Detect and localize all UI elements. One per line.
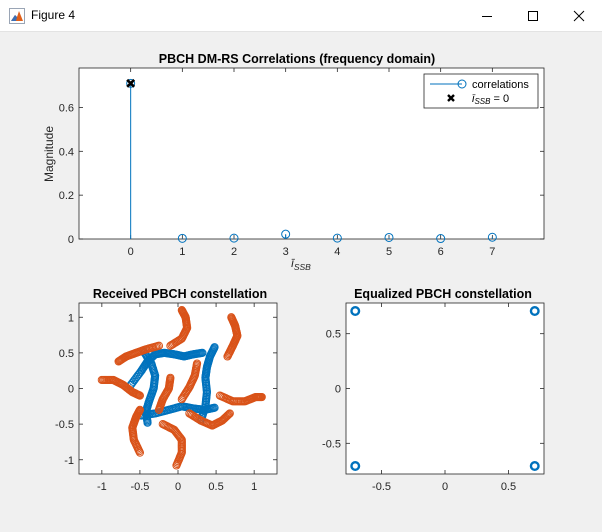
received-axis-ticks: -1 -0.5 0 0.5 1 -1 -0.5 0 0.5 1 [55, 303, 277, 493]
correlation-legend: correlations īSSB = 0 [423, 73, 539, 109]
window-titlebar: Figure 4 [0, 0, 602, 32]
legend-selected-label: īSSB = 0 [472, 93, 509, 106]
equalized-plot-area [345, 302, 545, 475]
received-ytick-label: -0.5 [55, 419, 74, 431]
received-ytick-label: 1 [68, 312, 74, 324]
legend-selected-label-sub: SSB [474, 97, 491, 106]
received-symbol [227, 313, 236, 322]
minimize-button[interactable] [464, 0, 510, 31]
correlation-ytick-label: 0.4 [59, 146, 74, 158]
correlation-xlabel-main: ī [291, 256, 295, 270]
close-icon [573, 10, 585, 21]
received-constellation-points [97, 306, 266, 470]
correlation-xtick-label: 4 [334, 246, 340, 258]
equalized-xtick-label: 0 [442, 481, 448, 493]
correlation-stem-marker [332, 233, 342, 243]
received-symbol [177, 306, 186, 315]
correlation-stem-marker [281, 229, 291, 239]
equalized-symbol [529, 306, 540, 317]
received-symbol [257, 392, 266, 402]
received-symbol [223, 411, 232, 420]
correlation-axis-ticks: 0 1 2 3 4 5 6 7 0 0.2 0.4 0.6 [59, 68, 544, 258]
equalized-xtick-label: -0.5 [372, 481, 391, 493]
figure-canvas: PBCH DM-RS Correlations (frequency domai… [42, 52, 545, 493]
received-symbol [172, 461, 181, 470]
received-xtick-label: 1 [251, 481, 257, 493]
maximize-icon [528, 10, 538, 21]
correlation-stem-marker [229, 233, 239, 243]
received-symbol [154, 405, 164, 414]
equalized-constellation-points [350, 306, 540, 471]
correlation-stem-marker [487, 232, 497, 242]
equalized-plot-title: Equalized PBCH constellation [354, 287, 532, 301]
received-symbol [210, 403, 219, 412]
correlation-xtick-label: 7 [489, 246, 495, 258]
correlation-ytick-label: 0 [68, 234, 74, 246]
equalized-symbol [350, 306, 361, 317]
correlation-plot-title: PBCH DM-RS Correlations (frequency domai… [159, 52, 435, 66]
correlation-xtick-label: 5 [386, 246, 392, 258]
correlation-axes: PBCH DM-RS Correlations (frequency domai… [42, 52, 545, 272]
received-symbol [192, 359, 202, 368]
correlation-stem-marker [126, 78, 136, 88]
correlation-ylabel: Magnitude [42, 126, 56, 182]
correlation-xtick-label: 2 [231, 246, 237, 258]
received-xtick-label: -0.5 [130, 481, 149, 493]
legend-box [423, 73, 539, 109]
equalized-symbol [350, 460, 361, 471]
legend-correlations-label: correlations [472, 79, 529, 91]
received-symbol [198, 348, 207, 357]
maximize-button[interactable] [510, 0, 556, 31]
correlation-ytick-label: 0.2 [59, 190, 74, 202]
legend-selected-marker [447, 94, 455, 102]
correlation-ytick-label: 0.6 [59, 102, 74, 114]
correlation-xlabel: īSSB [291, 256, 311, 272]
minimize-icon [482, 15, 492, 17]
received-plot-title: Received PBCH constellation [93, 287, 267, 301]
received-symbol [223, 410, 233, 420]
received-symbol [225, 409, 234, 418]
received-xtick-label: -1 [97, 481, 107, 493]
received-constellation-axes: Received PBCH constellation -1 -0.5 0 0.5 1-… [55, 287, 278, 493]
equalized-ytick-label: 0 [335, 384, 341, 396]
correlation-xlabel-sub: SSB [294, 262, 311, 272]
received-symbol [114, 357, 123, 366]
equalized-ytick-label: 0.5 [326, 329, 341, 341]
correlation-stem-marker [384, 232, 394, 242]
equalized-symbol [529, 460, 540, 471]
matlab-figure-icon [9, 8, 25, 24]
correlation-stem-marker [436, 234, 446, 244]
equalized-ytick-label: -0.5 [322, 438, 341, 450]
correlation-xtick-label: 0 [128, 246, 134, 258]
received-symbol [210, 343, 219, 352]
received-ytick-label: 0 [68, 384, 74, 396]
received-symbol [143, 418, 152, 427]
equalized-constellation-axes: Equalized PBCH constellation -0.5 0 0.5-0.… [322, 287, 545, 493]
correlation-stem-marker [177, 233, 187, 243]
received-xtick-label: 0.5 [208, 481, 223, 493]
window-title: Figure 4 [31, 8, 76, 22]
received-symbol [224, 410, 234, 419]
received-symbol [135, 405, 145, 414]
received-ytick-label: -1 [64, 455, 74, 467]
correlation-xtick-label: 6 [438, 246, 444, 258]
received-symbol [135, 391, 145, 400]
received-xtick-label: 0 [175, 481, 181, 493]
selected-issb-marker [126, 78, 136, 88]
legend-selected-label-main: ī [472, 93, 476, 105]
received-ytick-label: 0.5 [59, 348, 74, 360]
correlation-xtick-label: 3 [283, 246, 289, 258]
equalized-xtick-label: 0.5 [501, 481, 516, 493]
correlation-xtick-label: 1 [179, 246, 185, 258]
legend-selected-label-tail: = 0 [490, 93, 509, 105]
correlation-stems [126, 78, 497, 244]
equalized-axis-ticks: -0.5 0 0.5 -0.5 0 0.5 [322, 303, 544, 493]
close-button[interactable] [556, 0, 602, 31]
legend-correlations-marker [457, 79, 467, 89]
